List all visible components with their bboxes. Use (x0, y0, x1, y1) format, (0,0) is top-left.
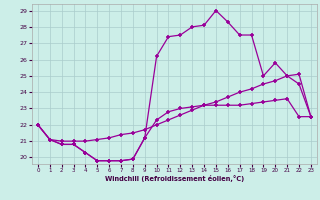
X-axis label: Windchill (Refroidissement éolien,°C): Windchill (Refroidissement éolien,°C) (105, 175, 244, 182)
